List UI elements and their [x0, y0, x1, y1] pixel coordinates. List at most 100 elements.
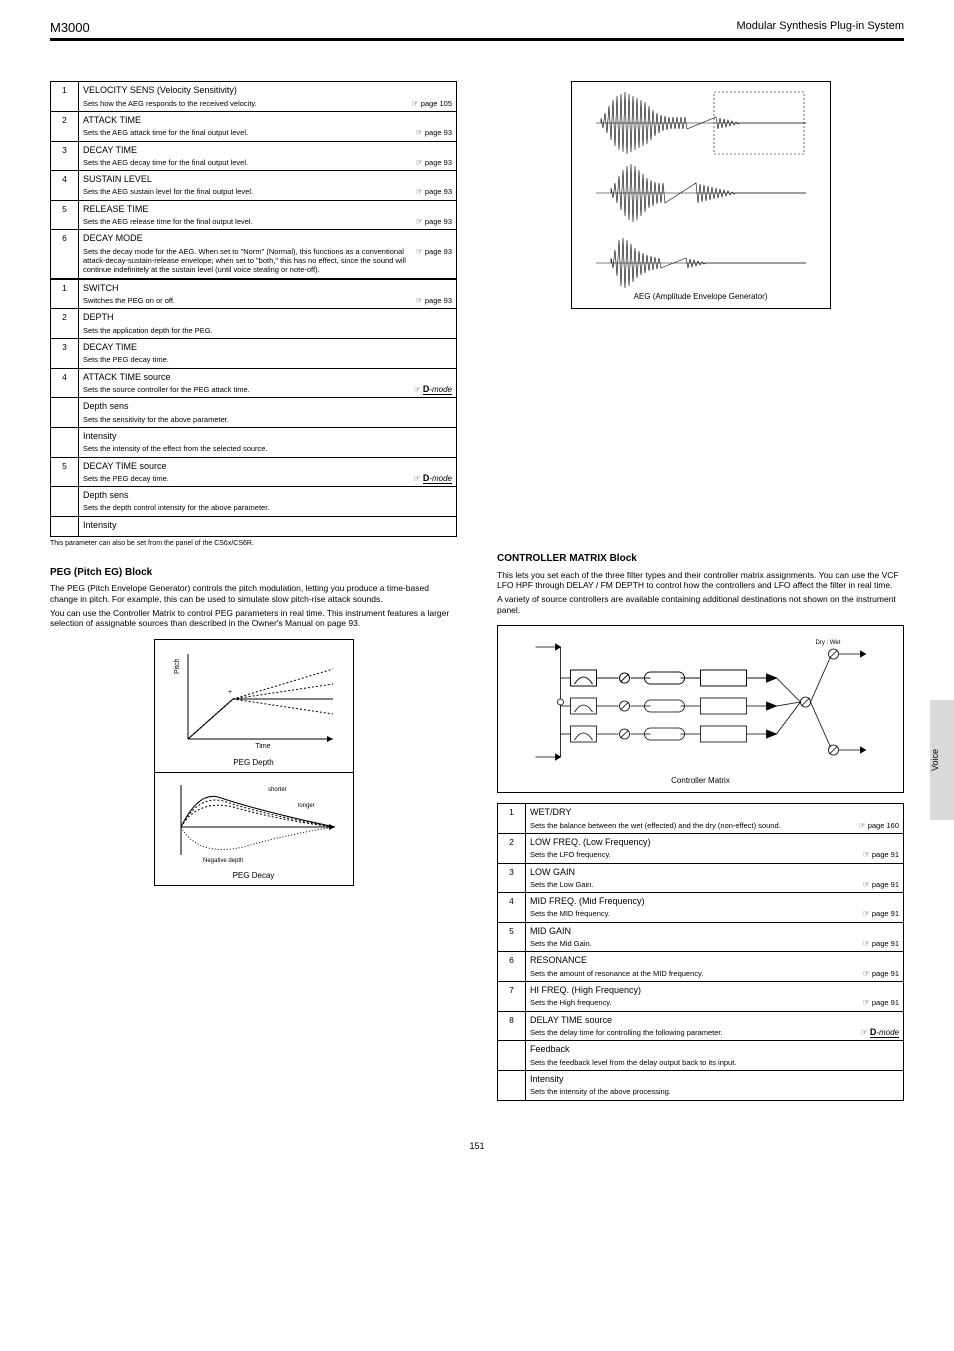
row-desc: ATTACK TIME source Sets the source contr…	[79, 368, 457, 398]
param-name: LOW GAIN	[530, 867, 899, 878]
row-desc: WET/DRY Sets the balance between the wet…	[526, 804, 904, 834]
fig2a-pos: +	[228, 689, 232, 696]
param-name: DECAY TIME	[83, 145, 452, 156]
param-desc: Sets the feedback level from the delay o…	[530, 1058, 899, 1067]
table-row: 6 RESONANCE Sets the amount of resonance…	[498, 952, 904, 982]
row-num: 3	[51, 141, 79, 171]
param-name: Intensity	[83, 431, 452, 442]
row-num	[51, 487, 79, 517]
fig-aeg-svg	[578, 88, 824, 288]
fig-ctrl-matrix: Dry : Wet Controller Matrix	[497, 625, 904, 793]
row-num	[51, 516, 79, 536]
param-desc: Sets the Mid Gain.☞ page 91	[530, 939, 899, 948]
param-name: SWITCH	[83, 283, 452, 294]
peg-table: 1 SWITCH Switches the PEG on or off.☞ pa…	[50, 279, 457, 537]
param-name: Intensity	[83, 520, 452, 531]
param-name: Intensity	[530, 1074, 899, 1085]
param-desc: Sets the Low Gain.☞ page 91	[530, 880, 899, 889]
row-num: 3	[51, 339, 79, 369]
param-desc: Sets the AEG attack time for the final o…	[83, 128, 452, 137]
param-name: MID FREQ. (Mid Frequency)	[530, 896, 899, 907]
section-peg: PEG (Pitch EG) Block	[50, 567, 457, 580]
fig1-cap: AEG (Amplitude Envelope Generator)	[578, 292, 824, 302]
table-row: 3 LOW GAIN Sets the Low Gain.☞ page 91	[498, 863, 904, 893]
param-name: HI FREQ. (High Frequency)	[530, 985, 899, 996]
table-row: 5 MID GAIN Sets the Mid Gain.☞ page 91	[498, 922, 904, 952]
param-name: Feedback	[530, 1044, 899, 1055]
param-desc: Sets the source controller for the PEG a…	[83, 385, 452, 394]
section-ctrl: CONTROLLER MATRIX Block	[497, 553, 904, 566]
param-desc: Sets the balance between the wet (effect…	[530, 821, 899, 830]
side-tab: Voice	[930, 700, 954, 820]
param-name: DECAY MODE	[83, 233, 452, 244]
row-desc: Feedback Sets the feedback level from th…	[526, 1041, 904, 1071]
row-desc: DEPTH Sets the application depth for the…	[79, 309, 457, 339]
fig-peg-decay-svg: Negative depth shorter longer	[159, 777, 347, 867]
row-desc: LOW FREQ. (Low Frequency) Sets the LFO f…	[526, 833, 904, 863]
row-desc: ATTACK TIME Sets the AEG attack time for…	[79, 111, 457, 141]
row-num: 2	[498, 833, 526, 863]
row-desc: Intensity Sets the intensity of the abov…	[526, 1070, 904, 1100]
fig2a-cap: PEG Depth	[159, 758, 349, 768]
param-desc: Sets the intensity of the above processi…	[530, 1087, 899, 1096]
param-desc: Sets the LFO frequency.☞ page 91	[530, 850, 899, 859]
table-row: 4 ATTACK TIME source Sets the source con…	[51, 368, 457, 398]
row-desc: Depth sens Sets the depth control intens…	[79, 487, 457, 517]
param-desc: Sets how the AEG responds to the receive…	[83, 99, 452, 108]
param-name: LOW FREQ. (Low Frequency)	[530, 837, 899, 848]
col-left: 1 VELOCITY SENS (Velocity Sensitivity) S…	[50, 81, 457, 1100]
row-desc: Intensity	[79, 516, 457, 536]
table-row: 2 ATTACK TIME Sets the AEG attack time f…	[51, 111, 457, 141]
row-desc: VELOCITY SENS (Velocity Sensitivity) Set…	[79, 82, 457, 112]
fig2b-short: shorter	[268, 787, 287, 793]
table-row: 2 LOW FREQ. (Low Frequency) Sets the LFO…	[498, 833, 904, 863]
table-row: 4 MID FREQ. (Mid Frequency) Sets the MID…	[498, 893, 904, 923]
row-num: 8	[498, 1011, 526, 1041]
param-desc: Sets the High frequency.☞ page 91	[530, 998, 899, 1007]
row-num: 1	[51, 82, 79, 112]
fig-peg-depth: Pitch Time + PEG Depth	[154, 639, 354, 773]
ctrl-p2: A variety of source controllers are avai…	[497, 594, 904, 615]
row-num: 6	[51, 230, 79, 278]
param-name: RESONANCE	[530, 955, 899, 966]
ctrl-table: 1 WET/DRY Sets the balance between the w…	[497, 803, 904, 1100]
param-name: RELEASE TIME	[83, 204, 452, 215]
row-num: 6	[498, 952, 526, 982]
row-num: 1	[498, 804, 526, 834]
table-row: 1 VELOCITY SENS (Velocity Sensitivity) S…	[51, 82, 457, 112]
row-num: 4	[498, 893, 526, 923]
table-row: 1 WET/DRY Sets the balance between the w…	[498, 804, 904, 834]
param-name: DECAY TIME source	[83, 461, 452, 472]
table-row: 1 SWITCH Switches the PEG on or off.☞ pa…	[51, 279, 457, 309]
row-desc: SUSTAIN LEVEL Sets the AEG sustain level…	[79, 171, 457, 201]
aeg-table: 1 VELOCITY SENS (Velocity Sensitivity) S…	[50, 81, 457, 280]
row-num	[498, 1041, 526, 1071]
table-row: 5 RELEASE TIME Sets the AEG release time…	[51, 200, 457, 230]
param-desc: Sets the AEG sustain level for the final…	[83, 187, 452, 196]
param-desc: Sets the MID frequency.☞ page 91	[530, 909, 899, 918]
row-num: 1	[51, 279, 79, 309]
row-num	[51, 427, 79, 457]
row-num: 7	[498, 982, 526, 1012]
ctrl-p1: This lets you set each of the three filt…	[497, 570, 904, 591]
row-desc: DECAY MODE Sets the decay mode for the A…	[79, 230, 457, 278]
row-desc: DECAY TIME Sets the AEG decay time for t…	[79, 141, 457, 171]
row-num	[498, 1070, 526, 1100]
fig-ctrl-svg: Dry : Wet	[504, 632, 897, 772]
row-desc: HI FREQ. (High Frequency) Sets the High …	[526, 982, 904, 1012]
table-row: Depth sens Sets the sensitivity for the …	[51, 398, 457, 428]
param-desc: Switches the PEG on or off.☞ page 93	[83, 296, 452, 305]
table-row: Intensity	[51, 516, 457, 536]
param-desc: Sets the amount of resonance at the MID …	[530, 969, 899, 978]
row-desc: RELEASE TIME Sets the AEG release time f…	[79, 200, 457, 230]
fig2b-neg: Negative depth	[203, 858, 243, 864]
row-num: 5	[51, 200, 79, 230]
peg-p2: You can use the Controller Matrix to con…	[50, 608, 457, 629]
row-num: 2	[51, 309, 79, 339]
table-row: 5 DECAY TIME source Sets the PEG decay t…	[51, 457, 457, 487]
peg-note: This parameter can also be set from the …	[50, 540, 457, 549]
table-row: 7 HI FREQ. (High Frequency) Sets the Hig…	[498, 982, 904, 1012]
row-num: 3	[498, 863, 526, 893]
param-desc: Sets the PEG decay time.☞ -mode	[83, 474, 452, 483]
param-desc: Sets the AEG decay time for the final ou…	[83, 158, 452, 167]
